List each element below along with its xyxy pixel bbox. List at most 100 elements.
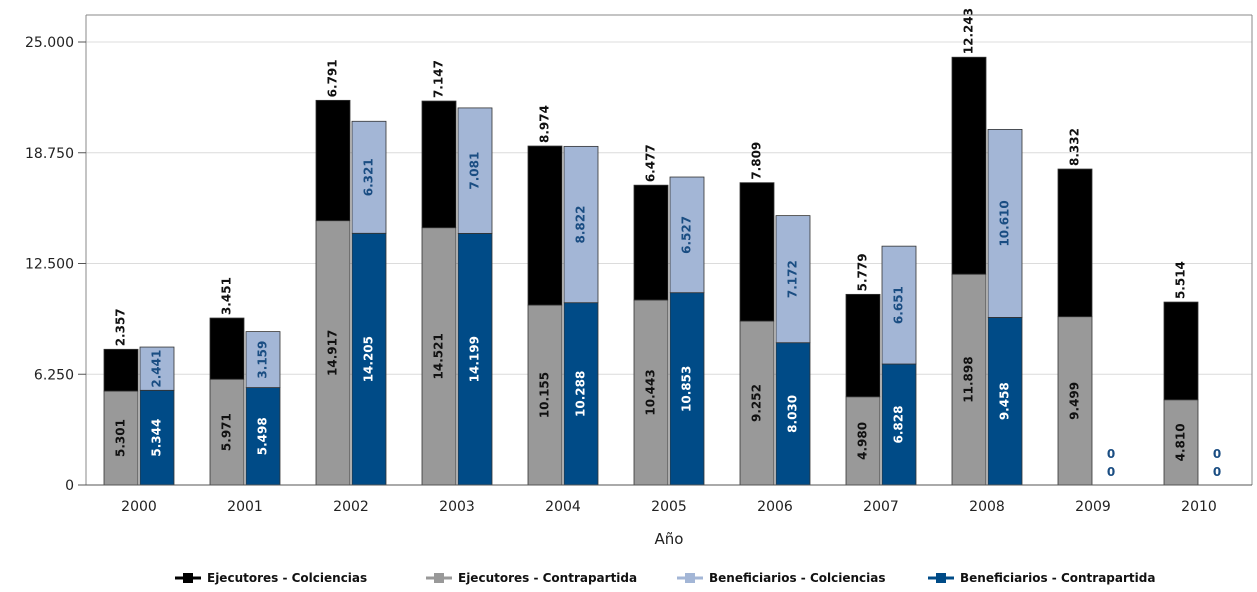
data-label: 0 [1107,447,1115,461]
data-label: 7.172 [786,260,800,298]
bar-ejecutores-colciencias [1163,301,1199,401]
legend: Ejecutores - Colciencias Ejecutores - Con… [175,571,1155,585]
data-label: 6.651 [892,286,906,324]
data-label: 10.443 [644,369,658,415]
data-label: 8.332 [1068,128,1082,166]
data-label: 2.441 [150,350,164,388]
data-label: 7.147 [432,60,446,98]
legend-marker [183,573,193,583]
data-label: 5.514 [1174,261,1188,299]
bar-beneficiarios-colciencias [669,176,705,294]
data-label: 0 [1213,447,1221,461]
data-label: 6.477 [644,144,658,182]
bar-ejecutores-colciencias [209,317,245,380]
data-label: 0 [1107,465,1115,479]
data-label: 10.853 [680,366,694,412]
bar-beneficiarios-colciencias [351,120,387,234]
data-label: 11.898 [962,356,976,402]
y-tick-label: 6.250 [34,367,74,383]
bar-beneficiarios-contrapartida [245,387,281,486]
bar-beneficiarios-contrapartida [351,232,387,486]
bar-beneficiarios-colciencias [775,215,811,344]
bar-ejecutores-colciencias [421,100,457,229]
data-label: 6.828 [892,406,906,444]
data-label: 7.809 [750,142,764,180]
data-label: 12.243 [962,8,976,54]
x-tick-label: 2004 [545,499,581,515]
x-tick-label: 2002 [333,499,369,515]
data-label: 9.458 [998,382,1012,420]
x-tick-label: 2000 [121,499,157,515]
bar-beneficiarios-contrapartida [457,232,493,486]
data-labels: 5.301 2.357 5.344 2.441 5.971 3.451 5.498 3.159… [114,8,1222,479]
x-tick-label: 2001 [227,499,263,515]
x-tick-label: 2003 [439,499,475,515]
data-label: 5.971 [220,413,234,451]
bar-ejecutores-colciencias [951,56,987,275]
bar-beneficiarios-colciencias [457,107,493,234]
legend-marker [434,573,444,583]
data-label: 14.205 [362,336,376,382]
bar-beneficiarios-contrapartida [563,302,599,486]
x-tick-label: 2007 [863,499,899,515]
axes [85,14,1253,486]
data-label: 14.199 [468,336,482,382]
data-label: 3.159 [256,341,270,379]
y-tick-label: 0 [65,478,74,494]
data-label: 8.822 [574,206,588,244]
bar-ejecutores-colciencias [315,99,351,222]
legend-label: Ejecutores - Contrapartida [458,571,637,585]
data-label: 14.917 [326,330,340,376]
legend-item: Ejecutores - Contrapartida [426,571,637,585]
legend-item: Beneficiarios - Contrapartida [928,571,1155,585]
bar-beneficiarios-colciencias [881,245,917,365]
x-tick-label: 2008 [969,499,1005,515]
bar-ejecutores-colciencias [103,348,139,392]
data-label: 4.810 [1174,423,1188,461]
data-label: 8.030 [786,395,800,433]
bar-beneficiarios-contrapartida [669,292,705,486]
y-tick-label: 18.750 [25,146,74,162]
data-label: 14.521 [432,333,446,379]
y-tick-label: 12.500 [25,257,74,273]
legend-marker [936,573,946,583]
bar-ejecutores-contrapartida [421,227,457,486]
x-tick-label: 2010 [1181,499,1217,515]
data-label: 8.974 [538,105,552,143]
data-label: 4.980 [856,422,870,460]
bar-beneficiarios-contrapartida [139,389,175,486]
bar-ejecutores-colciencias [739,182,775,322]
bar-ejecutores-contrapartida [633,299,669,486]
legend-label: Beneficiarios - Contrapartida [960,571,1155,585]
data-label: 5.498 [256,417,270,455]
bar-ejecutores-contrapartida [209,378,245,486]
data-label: 0 [1213,465,1221,479]
data-label: 10.610 [998,200,1012,246]
bar-beneficiarios-colciencias [563,145,599,304]
data-label: 7.081 [468,152,482,190]
data-label: 10.288 [574,371,588,417]
legend-item: Ejecutores - Colciencias [175,571,367,585]
bar-ejecutores-contrapartida [1057,316,1093,486]
bars [103,56,1199,486]
legend-marker [685,573,695,583]
x-tick-label: 2009 [1075,499,1111,515]
x-axis-title: Año [655,530,684,548]
bar-beneficiarios-colciencias [139,346,175,391]
x-tick-label: 2005 [651,499,687,515]
data-label: 10.155 [538,372,552,418]
x-tick-label: 2006 [757,499,793,515]
legend-label: Ejecutores - Colciencias [207,571,367,585]
data-label: 9.499 [1068,382,1082,420]
y-axis-ticks: 0 6.250 12.500 18.750 25.000 [25,35,86,494]
bar-beneficiarios-colciencias [987,128,1023,318]
data-label: 2.357 [114,308,128,346]
data-label: 5.779 [856,253,870,291]
data-label: 6.791 [326,59,340,97]
bar-ejecutores-contrapartida [527,304,563,486]
bar-ejecutores-colciencias [633,184,669,301]
data-label: 5.301 [114,419,128,457]
legend-item: Beneficiarios - Colciencias [677,571,885,585]
